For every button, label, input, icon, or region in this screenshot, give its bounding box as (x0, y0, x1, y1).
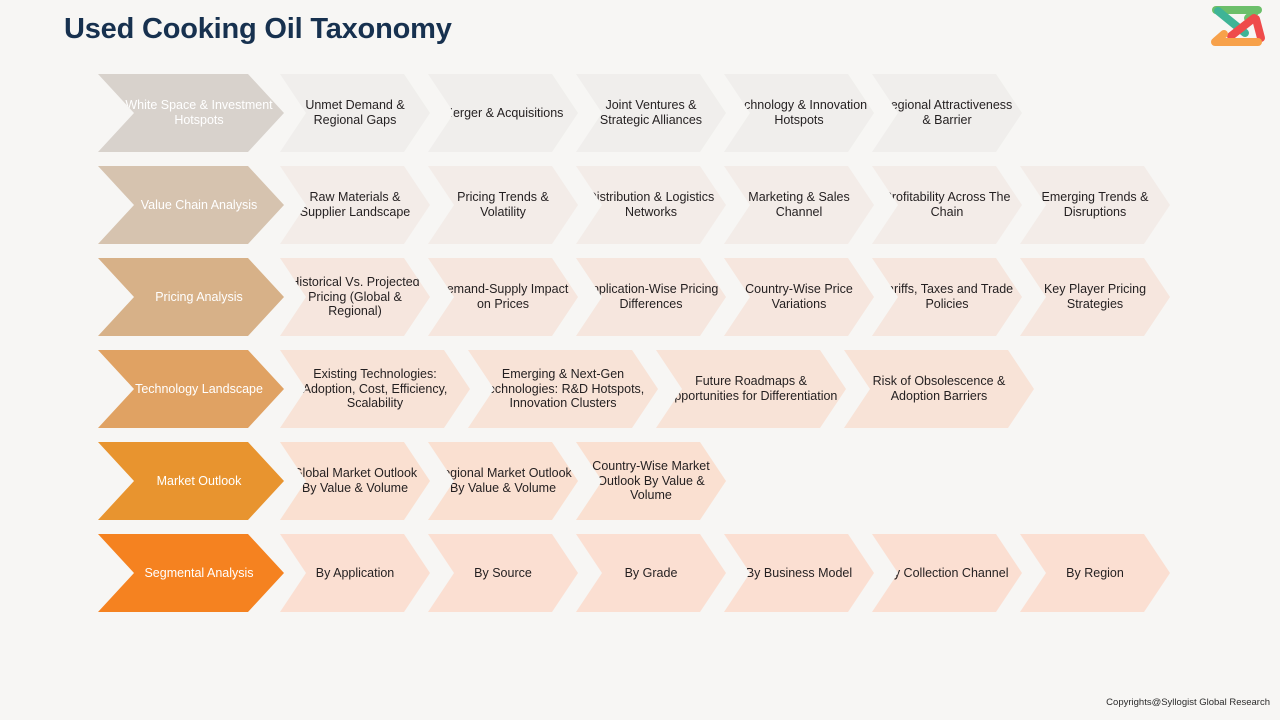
item-chevron[interactable]: By Business Model (724, 534, 874, 612)
taxonomy-row-track: White Space & Investment Hotspots Unmet D… (98, 74, 1020, 152)
item-label: Profitability Across The Chain (883, 190, 1011, 219)
taxonomy-row-track: Pricing Analysis Historical Vs. Projected… (98, 258, 1168, 336)
page-title: Used Cooking Oil Taxonomy (64, 13, 452, 45)
item-chevron[interactable]: Demand-Supply Impact on Prices (428, 258, 578, 336)
item-chevron[interactable]: Global Market Outlook By Value & Volume (280, 442, 430, 520)
category-chevron[interactable]: Segmental Analysis (98, 534, 284, 612)
category-label: White Space & Investment Hotspots (125, 98, 273, 127)
item-chevron[interactable]: Tariffs, Taxes and Trade Policies (872, 258, 1022, 336)
item-label: By Collection Channel (885, 565, 1009, 580)
item-label: Emerging & Next-Gen Technologies: R&D Ho… (481, 366, 645, 411)
item-chevron[interactable]: Unmet Demand & Regional Gaps (280, 74, 430, 152)
taxonomy-row: Value Chain Analysis Raw Materials & Supp… (0, 166, 1280, 244)
item-chevron[interactable]: By Source (428, 534, 578, 612)
item-chevron[interactable]: Regional Attractiveness & Barrier (872, 74, 1022, 152)
category-chevron[interactable]: Technology Landscape (98, 350, 284, 428)
item-chevron[interactable]: Pricing Trends & Volatility (428, 166, 578, 244)
item-label: Tariffs, Taxes and Trade Policies (880, 282, 1014, 311)
category-label: Market Outlook (156, 473, 242, 488)
item-chevron[interactable]: Country-Wise Market Outlook By Value & V… (576, 442, 726, 520)
item-label: Country-Wise Price Variations (745, 282, 853, 311)
item-label: By Region (1066, 565, 1124, 580)
category-label: Technology Landscape (135, 381, 263, 396)
category-chevron[interactable]: Pricing Analysis (98, 258, 284, 336)
taxonomy-row: Segmental Analysis By Application By Sourc… (0, 534, 1280, 612)
item-chevron[interactable]: Historical Vs. Projected Pricing (Global… (280, 258, 430, 336)
item-label: Merger & Acquisitions (442, 105, 564, 120)
taxonomy-row-track: Segmental Analysis By Application By Sourc… (98, 534, 1168, 612)
syllogist-logo-icon (1198, 3, 1272, 49)
item-label: Regional Market Outlook By Value & Volum… (434, 466, 572, 495)
item-label: Risk of Obsolescence & Adoption Barriers (872, 374, 1006, 403)
category-chevron[interactable]: White Space & Investment Hotspots (98, 74, 284, 152)
item-label: Global Market Outlook By Value & Volume (292, 466, 418, 495)
item-label: Marketing & Sales Channel (748, 190, 850, 219)
taxonomy-row-track: Market Outlook Global Market Outlook By V… (98, 442, 724, 520)
item-chevron[interactable]: Emerging & Next-Gen Technologies: R&D Ho… (468, 350, 658, 428)
item-chevron[interactable]: Marketing & Sales Channel (724, 166, 874, 244)
item-label: Key Player Pricing Strategies (1043, 282, 1147, 311)
taxonomy-row: Market Outlook Global Market Outlook By V… (0, 442, 1280, 520)
taxonomy-row-track: Value Chain Analysis Raw Materials & Supp… (98, 166, 1168, 244)
item-chevron[interactable]: Application-Wise Pricing Differences (576, 258, 726, 336)
item-chevron[interactable]: Distribution & Logistics Networks (576, 166, 726, 244)
taxonomy-row: Pricing Analysis Historical Vs. Projected… (0, 258, 1280, 336)
item-label: Distribution & Logistics Networks (587, 190, 715, 219)
header: Used Cooking Oil Taxonomy (0, 0, 1280, 70)
category-chevron[interactable]: Value Chain Analysis (98, 166, 284, 244)
item-chevron[interactable]: Technology & Innovation Hotspots (724, 74, 874, 152)
item-chevron[interactable]: Emerging Trends & Disruptions (1020, 166, 1170, 244)
item-label: By Business Model (745, 565, 853, 580)
item-chevron[interactable]: Raw Materials & Supplier Landscape (280, 166, 430, 244)
item-label: Unmet Demand & Regional Gaps (305, 98, 405, 127)
item-chevron[interactable]: Regional Market Outlook By Value & Volum… (428, 442, 578, 520)
item-chevron[interactable]: By Collection Channel (872, 534, 1022, 612)
taxonomy-diagram: White Space & Investment Hotspots Unmet D… (0, 74, 1280, 626)
taxonomy-row: White Space & Investment Hotspots Unmet D… (0, 74, 1280, 152)
item-chevron[interactable]: Merger & Acquisitions (428, 74, 578, 152)
item-label: Pricing Trends & Volatility (457, 190, 549, 219)
item-chevron[interactable]: Risk of Obsolescence & Adoption Barriers (844, 350, 1034, 428)
item-label: Demand-Supply Impact on Prices (437, 282, 569, 311)
item-label: By Source (474, 565, 532, 580)
category-chevron[interactable]: Market Outlook (98, 442, 284, 520)
taxonomy-row: Technology Landscape Existing Technologie… (0, 350, 1280, 428)
item-label: Joint Ventures & Strategic Alliances (599, 98, 703, 127)
item-chevron[interactable]: Existing Technologies: Adoption, Cost, E… (280, 350, 470, 428)
item-label: Technology & Innovation Hotspots (730, 98, 868, 127)
item-chevron[interactable]: Key Player Pricing Strategies (1020, 258, 1170, 336)
item-label: By Application (315, 565, 395, 580)
item-chevron[interactable]: By Grade (576, 534, 726, 612)
item-label: Regional Attractiveness & Barrier (881, 98, 1013, 127)
item-chevron[interactable]: Profitability Across The Chain (872, 166, 1022, 244)
item-chevron[interactable]: Future Roadmaps & Opportunities for Diff… (656, 350, 846, 428)
item-label: Country-Wise Market Outlook By Value & V… (592, 458, 710, 503)
item-chevron[interactable]: Country-Wise Price Variations (724, 258, 874, 336)
category-label: Pricing Analysis (155, 289, 243, 304)
item-label: Historical Vs. Projected Pricing (Global… (290, 274, 420, 319)
item-label: By Grade (624, 565, 678, 580)
item-label: Application-Wise Pricing Differences (583, 282, 719, 311)
item-label: Emerging Trends & Disruptions (1041, 190, 1149, 219)
category-label: Segmental Analysis (144, 565, 254, 580)
item-label: Future Roadmaps & Opportunities for Diff… (664, 374, 838, 403)
footer-copyright: Copyrights@Syllogist Global Research (1106, 697, 1270, 708)
item-chevron[interactable]: Joint Ventures & Strategic Alliances (576, 74, 726, 152)
item-chevron[interactable]: By Application (280, 534, 430, 612)
item-label: Raw Materials & Supplier Landscape (299, 190, 411, 219)
taxonomy-row-track: Technology Landscape Existing Technologie… (98, 350, 1032, 428)
item-label: Existing Technologies: Adoption, Cost, E… (302, 366, 448, 411)
category-label: Value Chain Analysis (140, 197, 258, 212)
item-chevron[interactable]: By Region (1020, 534, 1170, 612)
